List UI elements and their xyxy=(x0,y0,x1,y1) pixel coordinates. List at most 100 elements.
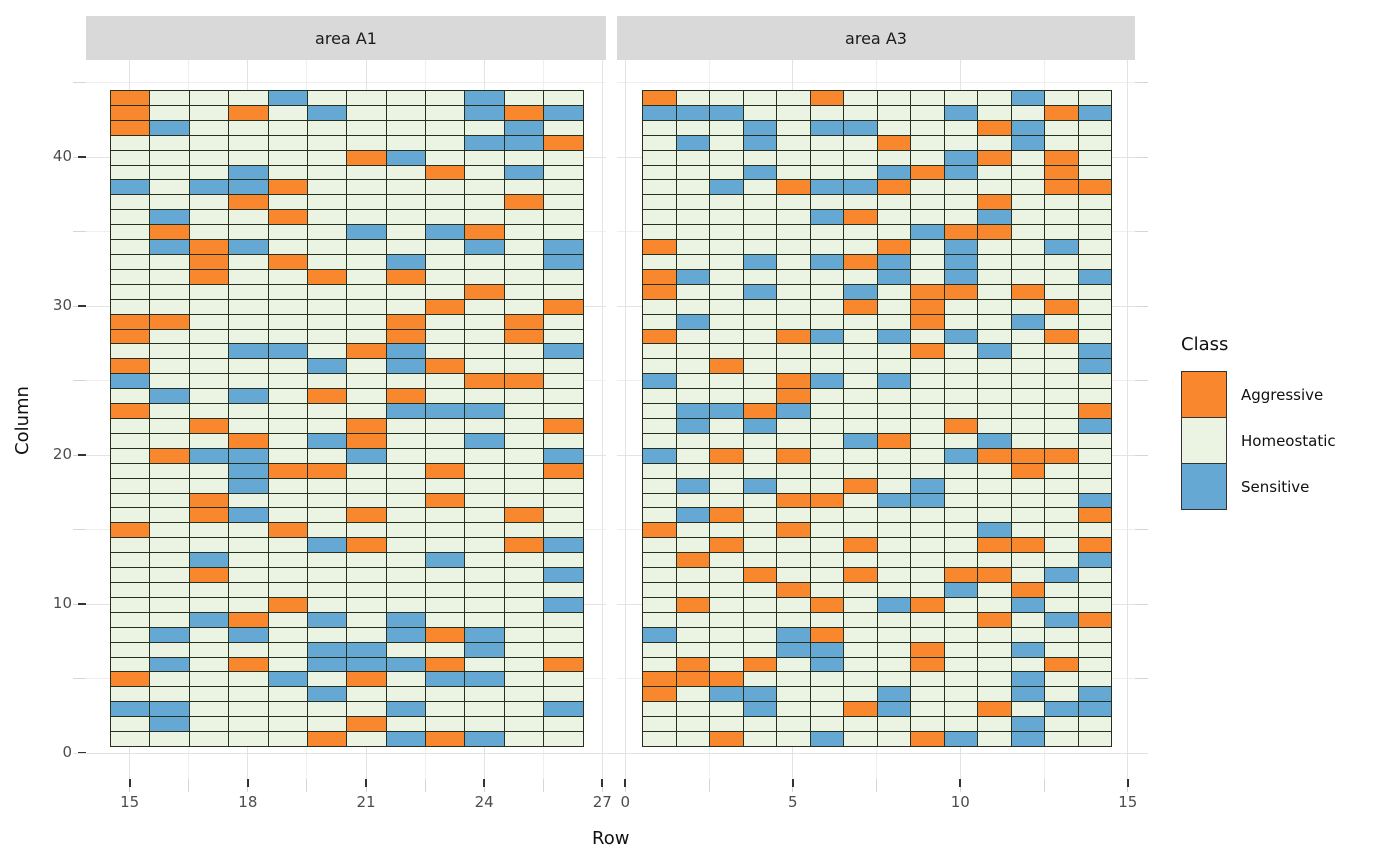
tile xyxy=(503,298,545,315)
tile xyxy=(503,731,545,747)
tile xyxy=(843,104,878,121)
tile xyxy=(306,239,348,255)
tile xyxy=(1077,239,1112,255)
tile xyxy=(943,119,978,136)
tile xyxy=(346,268,387,285)
tile xyxy=(709,477,744,494)
tile xyxy=(503,119,545,136)
tile xyxy=(188,537,230,554)
tile xyxy=(843,477,878,494)
tile xyxy=(385,373,427,390)
tile xyxy=(306,626,348,643)
tile xyxy=(1077,611,1112,628)
tile xyxy=(809,119,844,136)
tile xyxy=(1077,194,1112,211)
tile xyxy=(306,432,348,449)
tile xyxy=(464,641,505,658)
tile xyxy=(943,90,978,106)
tile xyxy=(1010,567,1045,583)
tile xyxy=(642,656,677,673)
tile xyxy=(188,567,230,583)
tile xyxy=(977,209,1012,226)
tile xyxy=(543,268,584,285)
tile xyxy=(306,164,348,181)
tile xyxy=(110,447,151,464)
tile xyxy=(910,641,945,658)
tile xyxy=(385,611,427,628)
tile xyxy=(306,492,348,509)
tile xyxy=(1044,731,1079,747)
tile xyxy=(776,522,811,539)
tile xyxy=(675,507,710,524)
tile xyxy=(306,328,348,345)
x-tick-stub xyxy=(424,779,426,792)
tile xyxy=(1010,507,1045,524)
y-minor-gridline xyxy=(86,82,606,84)
tile xyxy=(1077,164,1112,181)
tile xyxy=(742,641,777,658)
tile xyxy=(188,626,230,643)
tile xyxy=(910,537,945,554)
tile xyxy=(843,253,878,270)
tile xyxy=(228,179,269,196)
tile xyxy=(742,343,777,360)
tile xyxy=(228,581,269,598)
tile xyxy=(843,567,878,583)
tile xyxy=(1010,641,1045,658)
y-axis-title: Column xyxy=(11,386,33,455)
tile xyxy=(464,477,505,494)
tile xyxy=(503,283,545,300)
tile xyxy=(943,134,978,151)
tile xyxy=(346,701,387,718)
tile xyxy=(709,313,744,330)
tile xyxy=(425,432,466,449)
tile xyxy=(776,611,811,628)
tile xyxy=(188,313,230,330)
tile xyxy=(543,522,584,539)
tile xyxy=(642,492,677,509)
tile xyxy=(876,283,911,300)
tile xyxy=(346,343,387,360)
tile xyxy=(675,581,710,598)
y-tick-stub-left xyxy=(73,82,86,84)
tile xyxy=(1077,149,1112,166)
tile xyxy=(910,671,945,688)
tile xyxy=(977,253,1012,270)
tile xyxy=(876,403,911,419)
tile xyxy=(346,403,387,419)
x-major-gridline xyxy=(601,60,603,779)
tile xyxy=(742,90,777,106)
tile xyxy=(425,611,466,628)
tile xyxy=(385,343,427,360)
tile xyxy=(910,209,945,226)
tile xyxy=(543,656,584,673)
tile xyxy=(110,611,151,628)
tile xyxy=(385,731,427,747)
tile xyxy=(742,671,777,688)
tile xyxy=(425,313,466,330)
tile xyxy=(642,641,677,658)
tile xyxy=(776,90,811,106)
tile xyxy=(543,283,584,300)
tile xyxy=(228,447,269,464)
tile xyxy=(943,641,978,658)
tile xyxy=(943,194,978,211)
tile xyxy=(675,596,710,613)
tile xyxy=(977,611,1012,628)
tile xyxy=(642,298,677,315)
tile xyxy=(464,373,505,390)
tile xyxy=(977,298,1012,315)
tile xyxy=(228,90,269,106)
tile xyxy=(910,611,945,628)
tile xyxy=(1077,656,1112,673)
tile xyxy=(188,552,230,569)
tile xyxy=(709,90,744,106)
tile xyxy=(843,239,878,255)
y-tick-stub-left xyxy=(73,380,86,382)
tile xyxy=(977,313,1012,330)
tile xyxy=(675,373,710,390)
tile xyxy=(346,388,387,405)
tile xyxy=(876,388,911,405)
tile xyxy=(385,239,427,255)
tile xyxy=(346,581,387,598)
